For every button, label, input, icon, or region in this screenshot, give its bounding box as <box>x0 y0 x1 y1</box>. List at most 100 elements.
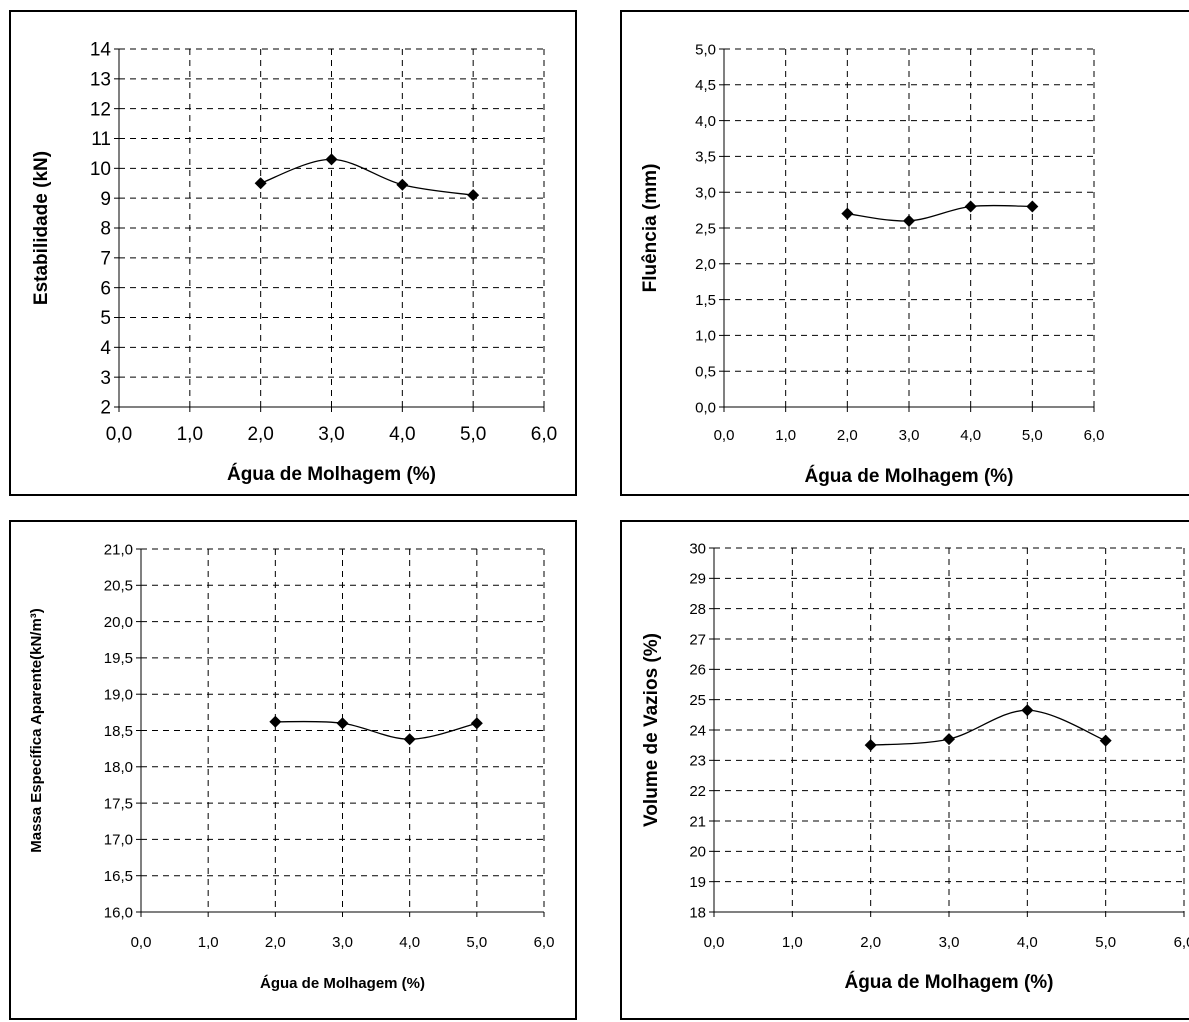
y-axis-title: Massa Específica Aparente(kN/m³) <box>28 608 45 853</box>
x-tick-label: 6,0 <box>531 424 557 445</box>
y-tick-label: 8 <box>100 219 111 240</box>
x-tick-label: 5,0 <box>1022 427 1043 444</box>
x-tick-label: 4,0 <box>960 427 981 444</box>
x-tick-label: 2,0 <box>837 427 858 444</box>
x-axis-title: Água de Molhagem (%) <box>260 975 425 992</box>
y-tick-label: 23 <box>689 753 706 770</box>
x-tick-label: 0,0 <box>704 934 725 951</box>
y-tick-label: 12 <box>90 99 111 120</box>
y-tick-label: 5,0 <box>695 41 716 58</box>
y-tick-label: 19,0 <box>104 686 133 703</box>
chart-massa-especifica: 0,0 1,0 2,0 3,0 4,0 5,0 6,0 16,0 16,5 17,0 17,5 18,… <box>28 541 555 992</box>
y-tick-label: 21 <box>689 813 706 830</box>
series-line <box>260 158 474 196</box>
data-point-marker <box>403 733 416 746</box>
y-tick-label: 28 <box>689 601 706 618</box>
y-tick-label: 29 <box>689 571 706 588</box>
x-tick-label: 4,0 <box>1017 934 1038 951</box>
y-tick-label: 4,0 <box>695 113 716 130</box>
y-tick-label: 5 <box>100 308 111 329</box>
data-point-marker <box>325 153 338 166</box>
y-tick-label: 25 <box>689 692 706 709</box>
y-tick-label: 21,0 <box>104 541 133 558</box>
y-tick-label: 19 <box>689 874 706 891</box>
data-point-marker <box>470 717 483 730</box>
y-axis-title: Estabilidade (kN) <box>31 151 52 305</box>
series-line <box>847 204 1033 222</box>
x-tick-label: 6,0 <box>534 934 555 951</box>
x-tick-label: 4,0 <box>399 934 420 951</box>
y-tick-label: 19,5 <box>104 650 133 667</box>
y-tick-label: 18,0 <box>104 759 133 776</box>
y-axis-title: Volume de Vazios (%) <box>641 633 662 827</box>
x-axis-title: Água de Molhagem (%) <box>804 465 1013 487</box>
y-tick-label: 17,5 <box>104 795 133 812</box>
y-tick-label: 2,0 <box>695 256 716 273</box>
x-tick-label: 6,0 <box>1084 427 1105 444</box>
y-tick-label: 30 <box>689 540 706 557</box>
y-tick-label: 0,0 <box>695 399 716 416</box>
x-tick-label: 5,0 <box>466 934 487 951</box>
y-tick-label: 16,0 <box>104 904 133 921</box>
x-tick-label: 1,0 <box>775 427 796 444</box>
series-line <box>275 720 477 740</box>
y-tick-label: 20,5 <box>104 578 133 595</box>
y-tick-label: 17,0 <box>104 832 133 849</box>
y-tick-label: 3 <box>100 368 111 389</box>
series-line <box>870 709 1106 746</box>
x-tick-label: 1,0 <box>198 934 219 951</box>
x-tick-label: 3,0 <box>332 934 353 951</box>
y-tick-label: 18 <box>689 904 706 921</box>
data-point-marker <box>396 178 409 191</box>
x-tick-label: 3,0 <box>939 934 960 951</box>
y-tick-label: 2 <box>100 398 111 419</box>
chart-estabilidade: 0,0 1,0 2,0 3,0 4,0 5,0 6,0 2 3 4 5 6 7 8 9 10 11 12 13 14 Á… <box>31 40 557 485</box>
y-tick-label: 2,5 <box>695 220 716 237</box>
x-tick-label: 1,0 <box>782 934 803 951</box>
data-point-marker <box>269 715 282 728</box>
y-tick-label: 20 <box>689 844 706 861</box>
data-point-marker <box>841 207 854 220</box>
data-point-marker <box>467 189 480 202</box>
chart-panel-fluencia: 0,0 1,0 2,0 3,0 4,0 5,0 6,0 0,0 0,5 1,0 1,5 2,0 2,5 3… <box>620 10 1189 496</box>
y-tick-label: 27 <box>689 631 706 648</box>
y-tick-label: 3,5 <box>695 149 716 166</box>
x-axis-title: Água de Molhagem (%) <box>227 463 436 485</box>
data-point-marker <box>903 214 915 227</box>
y-tick-label: 1,0 <box>695 328 716 345</box>
chart-panel-estabilidade: 0,0 1,0 2,0 3,0 4,0 5,0 6,0 2 3 4 5 6 7 8 9 10 11 12 13 14 Á… <box>9 10 577 496</box>
y-tick-label: 16,5 <box>104 868 133 885</box>
data-point-marker <box>1099 734 1112 747</box>
chart-panel-massa-especifica: 0,0 1,0 2,0 3,0 4,0 5,0 6,0 16,0 16,5 17,0 17,5 18,… <box>9 520 577 1020</box>
y-tick-label: 18,5 <box>104 723 133 740</box>
x-tick-label: 2,0 <box>860 934 881 951</box>
x-axis-title: Água de Molhagem (%) <box>844 971 1053 993</box>
y-tick-label: 11 <box>91 129 111 150</box>
y-tick-label: 0,5 <box>695 363 716 380</box>
y-tick-label: 26 <box>689 662 706 679</box>
y-tick-label: 3,0 <box>695 184 716 201</box>
data-point-marker <box>943 733 955 746</box>
chart-panel-volume-vazios: 0,0 1,0 2,0 3,0 4,0 5,0 6,0 18 19 20 21 22 23 24 25 26 2… <box>620 520 1189 1020</box>
x-tick-label: 0,0 <box>714 427 735 444</box>
chart-fluencia: 0,0 1,0 2,0 3,0 4,0 5,0 6,0 0,0 0,5 1,0 1,5 2,0 2,5 3… <box>640 41 1105 487</box>
y-tick-label: 6 <box>100 278 111 299</box>
y-tick-label: 1,5 <box>695 292 716 309</box>
y-tick-label: 22 <box>689 783 706 800</box>
x-tick-label: 4,0 <box>389 424 415 445</box>
y-tick-label: 20,0 <box>104 614 133 631</box>
x-tick-label: 3,0 <box>899 427 920 444</box>
x-tick-label: 5,0 <box>1095 934 1116 951</box>
x-tick-label: 2,0 <box>247 424 273 445</box>
y-tick-label: 13 <box>90 69 111 90</box>
y-tick-label: 9 <box>100 189 111 210</box>
data-point-marker <box>964 200 977 213</box>
y-axis-title: Fluência (mm) <box>640 164 661 293</box>
data-point-marker <box>1021 704 1034 717</box>
x-tick-label: 3,0 <box>318 424 344 445</box>
data-point-marker <box>1026 200 1039 213</box>
data-point-marker <box>254 177 267 190</box>
data-point-marker <box>864 739 877 752</box>
x-tick-label: 0,0 <box>131 934 152 951</box>
y-tick-label: 4,5 <box>695 77 716 94</box>
